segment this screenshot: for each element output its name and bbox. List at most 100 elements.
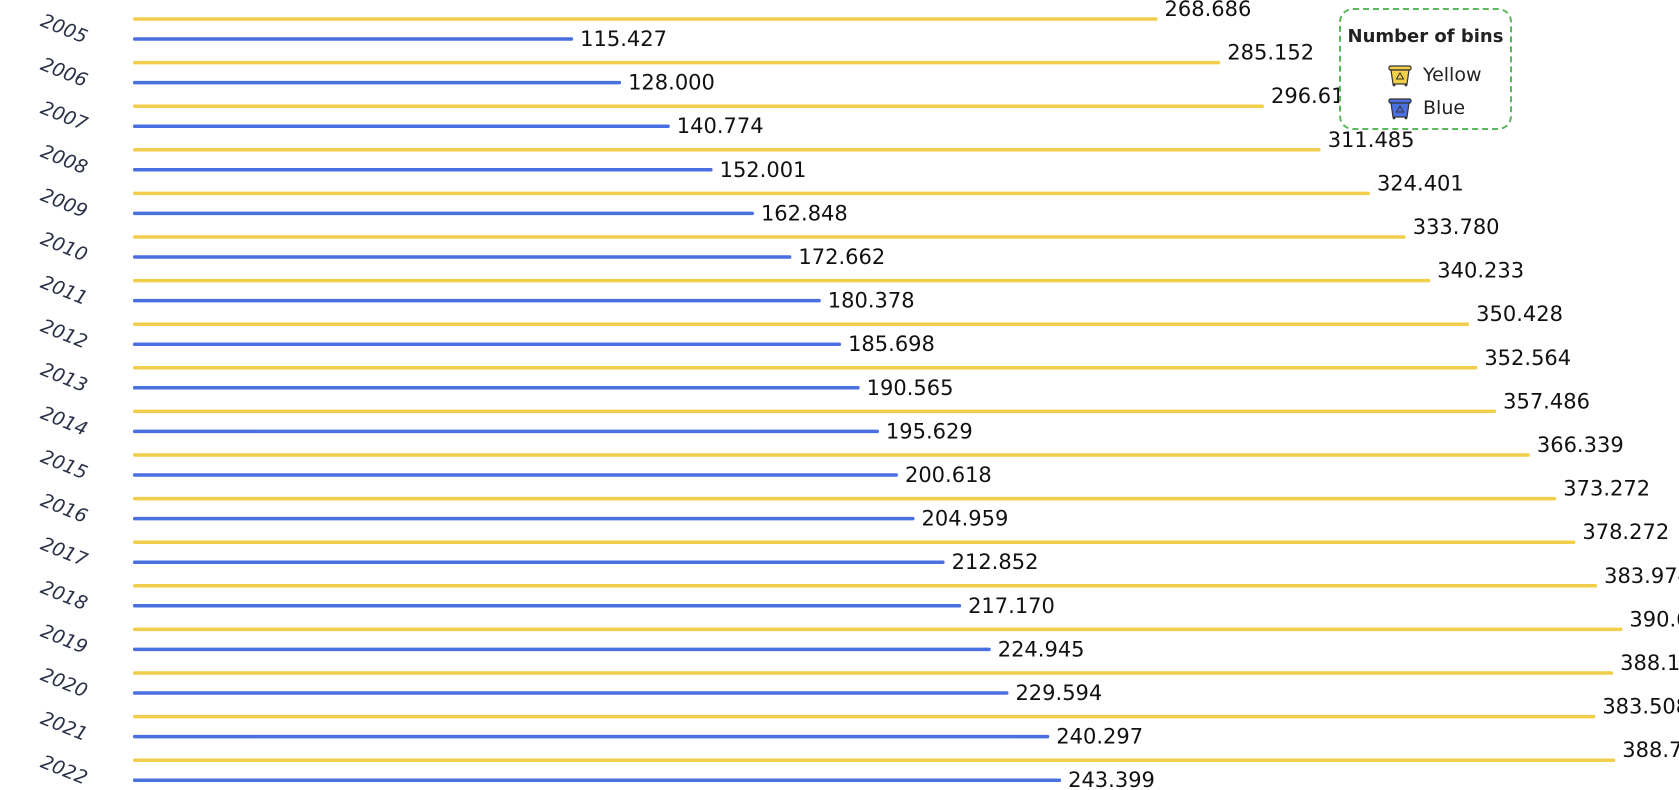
value-label-blue-2019: 224.945 [998,637,1085,661]
value-label-yellow-2013: 352.564 [1484,346,1571,370]
bar-yellow-2015 [133,453,1530,457]
value-label-blue-2006: 128.000 [628,71,715,95]
bar-blue-2011 [133,298,821,303]
year-label-2017: 2017 [37,533,90,572]
value-label-blue-2017: 212.852 [952,550,1039,574]
year-label-2015: 2015 [37,446,90,485]
value-label-blue-2014: 195.629 [886,419,973,443]
value-label-yellow-2015: 366.339 [1537,433,1624,457]
legend-title: Number of bins [1347,26,1504,47]
bar-yellow-2021 [133,714,1596,719]
year-label-2022: 2022 [37,751,90,790]
bar-blue-2015 [133,473,898,477]
bar-yellow-2008 [133,148,1321,152]
value-label-blue-2022: 243.399 [1068,768,1155,790]
bar-blue-2007 [133,124,670,128]
value-label-yellow-2019: 390.611 [1629,607,1679,631]
year-label-2008: 2008 [37,141,90,180]
blue-bin-icon [1388,98,1412,120]
value-label-blue-2011: 180.378 [828,289,915,313]
value-label-yellow-2014: 357.486 [1503,389,1590,413]
bar-blue-2022 [133,778,1062,782]
year-label-2006: 2006 [37,53,90,92]
year-label-2018: 2018 [37,577,90,616]
year-label-2010: 2010 [37,228,90,267]
year-labels-group: 2005 2006 2007 2008 2009 2010 2011 2012 2013 2014… [37,10,90,790]
value-label-yellow-2016: 373.272 [1563,477,1650,501]
bar-yellow-2009 [133,191,1370,196]
value-label-blue-2005: 115.427 [580,27,667,51]
value-label-blue-2021: 240.297 [1056,725,1143,749]
value-label-yellow-2022: 388.747 [1622,738,1679,762]
value-label-blue-2020: 229.594 [1015,681,1102,705]
bar-blue-2020 [133,691,1009,695]
bar-yellow-2007 [133,104,1264,108]
year-label-2007: 2007 [37,97,90,136]
value-label-yellow-2011: 340.233 [1437,259,1524,283]
value-label-yellow-2008: 311.485 [1328,128,1415,152]
value-label-yellow-2017: 378.272 [1582,520,1669,544]
bar-blue-2010 [133,255,792,259]
legend-item-blue: Blue [1387,96,1465,120]
value-label-blue-2018: 217.170 [968,594,1055,618]
value-label-blue-2007: 140.774 [677,114,764,138]
value-label-yellow-2021: 383.508 [1602,695,1679,719]
bars-group [133,17,1623,782]
bar-yellow-2022 [133,758,1616,762]
value-label-yellow-2020: 388.174 [1620,651,1679,675]
value-label-blue-2015: 200.618 [905,463,992,487]
bar-blue-2019 [133,647,991,652]
bar-yellow-2014 [133,409,1497,414]
bar-yellow-2017 [133,540,1576,544]
year-label-2012: 2012 [37,315,90,354]
value-label-blue-2008: 152.001 [720,158,807,182]
year-label-2021: 2021 [37,707,90,746]
bar-blue-2006 [133,80,622,85]
bar-blue-2005 [133,37,574,41]
bar-yellow-2019 [133,627,1623,632]
bar-blue-2016 [133,516,915,521]
bar-yellow-2012 [133,322,1470,326]
bar-blue-2021 [133,734,1050,739]
bar-blue-2018 [133,604,962,608]
bar-blue-2008 [133,168,713,172]
bar-yellow-2020 [133,671,1614,675]
bar-yellow-2016 [133,496,1557,501]
year-label-2005: 2005 [37,10,90,49]
year-label-2009: 2009 [37,184,90,223]
value-label-blue-2016: 204.959 [922,507,1009,531]
year-label-2019: 2019 [37,620,90,659]
value-label-yellow-2005: 268.686 [1164,0,1251,21]
bar-yellow-2011 [133,278,1431,283]
bar-blue-2012 [133,342,842,346]
legend-label-yellow: Yellow [1423,64,1482,86]
bar-blue-2013 [133,386,860,390]
bar-yellow-2018 [133,584,1598,588]
year-label-2013: 2013 [37,359,90,398]
value-label-blue-2009: 162.848 [761,201,848,225]
value-label-yellow-2009: 324.401 [1377,171,1464,195]
value-label-yellow-2018: 383.974 [1604,564,1679,588]
value-label-blue-2010: 172.662 [798,245,885,269]
legend: Number of bins Yellow Blue [1339,8,1512,130]
legend-item-yellow: Yellow [1387,63,1482,87]
yellow-bin-icon [1388,65,1412,87]
legend-label-blue: Blue [1423,97,1466,119]
value-label-yellow-2012: 350.428 [1476,302,1563,326]
year-label-2014: 2014 [37,402,90,441]
value-label-blue-2012: 185.698 [848,332,935,356]
year-label-2016: 2016 [37,489,90,528]
bar-yellow-2013 [133,366,1478,370]
year-label-2011: 2011 [37,271,90,310]
bar-blue-2009 [133,211,754,216]
value-label-yellow-2010: 333.780 [1413,215,1500,239]
bar-yellow-2010 [133,235,1406,239]
year-label-2020: 2020 [37,664,90,703]
bar-blue-2014 [133,429,879,434]
value-label-blue-2013: 190.565 [867,376,954,400]
value-label-yellow-2006: 285.152 [1227,41,1314,65]
bar-blue-2017 [133,560,945,564]
bar-yellow-2006 [133,60,1221,65]
labels-group: 268.686115.427285.152128.000296.612140.7… [580,0,1679,790]
